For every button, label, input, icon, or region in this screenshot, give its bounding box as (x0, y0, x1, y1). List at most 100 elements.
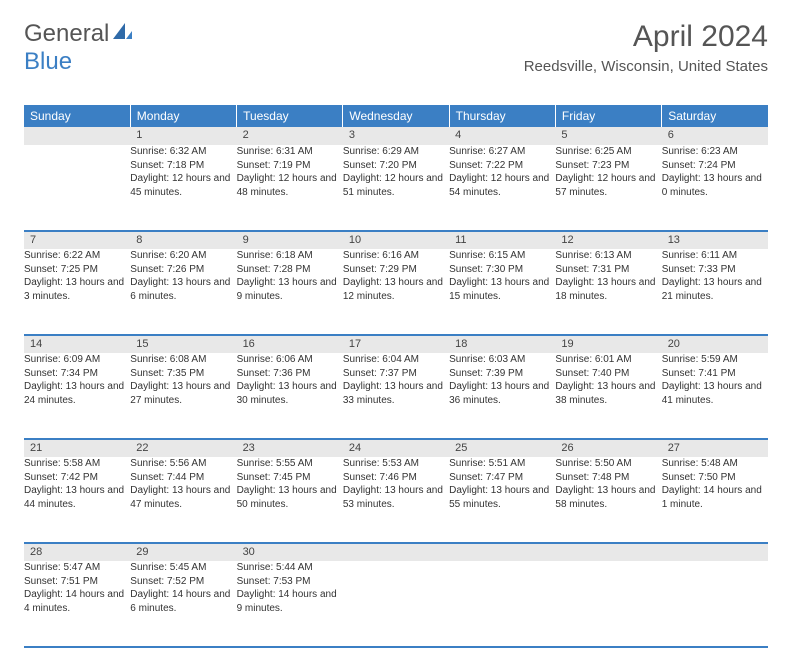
sunset-text: Sunset: 7:37 PM (343, 367, 449, 381)
sunset-text: Sunset: 7:42 PM (24, 471, 130, 485)
day-content-cell: Sunrise: 5:56 AMSunset: 7:44 PMDaylight:… (130, 457, 236, 543)
daynum-row: 14151617181920 (24, 335, 768, 353)
day-content-cell: Sunrise: 5:48 AMSunset: 7:50 PMDaylight:… (662, 457, 768, 543)
day-number-cell (555, 543, 661, 561)
day-number-cell: 15 (130, 335, 236, 353)
day-number-cell (662, 543, 768, 561)
sunrise-text: Sunrise: 5:44 AM (237, 561, 343, 575)
day-header: Tuesday (237, 105, 343, 127)
day-number-cell: 10 (343, 231, 449, 249)
day-content-cell: Sunrise: 6:32 AMSunset: 7:18 PMDaylight:… (130, 145, 236, 231)
day-number-cell: 14 (24, 335, 130, 353)
sunset-text: Sunset: 7:51 PM (24, 575, 130, 589)
day-content-cell: Sunrise: 6:18 AMSunset: 7:28 PMDaylight:… (237, 249, 343, 335)
day-number-cell: 2 (237, 127, 343, 145)
daylight-text: Daylight: 13 hours and 15 minutes. (449, 276, 555, 303)
day-content-cell: Sunrise: 6:06 AMSunset: 7:36 PMDaylight:… (237, 353, 343, 439)
sunset-text: Sunset: 7:18 PM (130, 159, 236, 173)
day-number-cell: 28 (24, 543, 130, 561)
week-content-row: Sunrise: 6:32 AMSunset: 7:18 PMDaylight:… (24, 145, 768, 231)
daylight-text: Daylight: 13 hours and 41 minutes. (662, 380, 768, 407)
day-content-cell: Sunrise: 5:53 AMSunset: 7:46 PMDaylight:… (343, 457, 449, 543)
sunset-text: Sunset: 7:45 PM (237, 471, 343, 485)
sunset-text: Sunset: 7:25 PM (24, 263, 130, 277)
daylight-text: Daylight: 13 hours and 30 minutes. (237, 380, 343, 407)
day-number-cell: 9 (237, 231, 343, 249)
day-content-cell: Sunrise: 6:01 AMSunset: 7:40 PMDaylight:… (555, 353, 661, 439)
day-number-cell: 13 (662, 231, 768, 249)
daylight-text: Daylight: 13 hours and 18 minutes. (555, 276, 661, 303)
daylight-text: Daylight: 14 hours and 9 minutes. (237, 588, 343, 615)
day-number-cell: 3 (343, 127, 449, 145)
sunrise-text: Sunrise: 6:06 AM (237, 353, 343, 367)
sunset-text: Sunset: 7:41 PM (662, 367, 768, 381)
day-number-cell: 5 (555, 127, 661, 145)
sunrise-text: Sunrise: 5:53 AM (343, 457, 449, 471)
title-block: April 2024 Reedsville, Wisconsin, United… (524, 20, 768, 75)
day-number-cell: 30 (237, 543, 343, 561)
sunset-text: Sunset: 7:24 PM (662, 159, 768, 173)
day-content-cell: Sunrise: 5:59 AMSunset: 7:41 PMDaylight:… (662, 353, 768, 439)
sunset-text: Sunset: 7:46 PM (343, 471, 449, 485)
sunset-text: Sunset: 7:29 PM (343, 263, 449, 277)
day-number-cell: 25 (449, 439, 555, 457)
sunset-text: Sunset: 7:23 PM (555, 159, 661, 173)
daylight-text: Daylight: 13 hours and 12 minutes. (343, 276, 449, 303)
day-content-cell: Sunrise: 6:08 AMSunset: 7:35 PMDaylight:… (130, 353, 236, 439)
daynum-row: 123456 (24, 127, 768, 145)
day-content-cell: Sunrise: 5:47 AMSunset: 7:51 PMDaylight:… (24, 561, 130, 647)
sunrise-text: Sunrise: 6:15 AM (449, 249, 555, 263)
day-content-cell: Sunrise: 5:58 AMSunset: 7:42 PMDaylight:… (24, 457, 130, 543)
day-header: Saturday (662, 105, 768, 127)
day-number-cell: 22 (130, 439, 236, 457)
daylight-text: Daylight: 13 hours and 24 minutes. (24, 380, 130, 407)
sunrise-text: Sunrise: 5:45 AM (130, 561, 236, 575)
sunrise-text: Sunrise: 6:09 AM (24, 353, 130, 367)
sunset-text: Sunset: 7:34 PM (24, 367, 130, 381)
sunrise-text: Sunrise: 6:20 AM (130, 249, 236, 263)
daynum-row: 21222324252627 (24, 439, 768, 457)
daylight-text: Daylight: 12 hours and 51 minutes. (343, 172, 449, 199)
day-number-cell: 4 (449, 127, 555, 145)
sunrise-text: Sunrise: 6:27 AM (449, 145, 555, 159)
sunrise-text: Sunrise: 6:16 AM (343, 249, 449, 263)
day-content-cell: Sunrise: 6:15 AMSunset: 7:30 PMDaylight:… (449, 249, 555, 335)
day-number-cell: 27 (662, 439, 768, 457)
day-content-cell: Sunrise: 6:16 AMSunset: 7:29 PMDaylight:… (343, 249, 449, 335)
day-content-cell: Sunrise: 6:20 AMSunset: 7:26 PMDaylight:… (130, 249, 236, 335)
daylight-text: Daylight: 13 hours and 33 minutes. (343, 380, 449, 407)
sunset-text: Sunset: 7:19 PM (237, 159, 343, 173)
day-content-cell: Sunrise: 6:23 AMSunset: 7:24 PMDaylight:… (662, 145, 768, 231)
daylight-text: Daylight: 12 hours and 57 minutes. (555, 172, 661, 199)
sunset-text: Sunset: 7:36 PM (237, 367, 343, 381)
month-title: April 2024 (524, 20, 768, 54)
page-header: General April 2024 Reedsville, Wisconsin… (24, 20, 768, 75)
brand-sail-icon (111, 21, 133, 48)
brand-part2-wrap: Blue (24, 48, 72, 76)
day-number-cell: 7 (24, 231, 130, 249)
day-number-cell (24, 127, 130, 145)
daylight-text: Daylight: 13 hours and 27 minutes. (130, 380, 236, 407)
day-number-cell: 23 (237, 439, 343, 457)
day-number-cell: 8 (130, 231, 236, 249)
day-content-cell (662, 561, 768, 647)
day-content-cell: Sunrise: 6:31 AMSunset: 7:19 PMDaylight:… (237, 145, 343, 231)
sunset-text: Sunset: 7:50 PM (662, 471, 768, 485)
day-number-cell: 12 (555, 231, 661, 249)
daylight-text: Daylight: 13 hours and 9 minutes. (237, 276, 343, 303)
sunrise-text: Sunrise: 5:48 AM (662, 457, 768, 471)
daylight-text: Daylight: 13 hours and 44 minutes. (24, 484, 130, 511)
day-content-cell (343, 561, 449, 647)
sunrise-text: Sunrise: 6:04 AM (343, 353, 449, 367)
day-content-cell: Sunrise: 5:44 AMSunset: 7:53 PMDaylight:… (237, 561, 343, 647)
sunrise-text: Sunrise: 5:51 AM (449, 457, 555, 471)
day-content-cell (24, 145, 130, 231)
day-content-cell: Sunrise: 6:25 AMSunset: 7:23 PMDaylight:… (555, 145, 661, 231)
sunrise-text: Sunrise: 5:47 AM (24, 561, 130, 575)
sunset-text: Sunset: 7:31 PM (555, 263, 661, 277)
daylight-text: Daylight: 13 hours and 58 minutes. (555, 484, 661, 511)
day-content-cell: Sunrise: 6:11 AMSunset: 7:33 PMDaylight:… (662, 249, 768, 335)
sunrise-text: Sunrise: 5:58 AM (24, 457, 130, 471)
daynum-row: 78910111213 (24, 231, 768, 249)
brand-part1: General (24, 20, 109, 48)
